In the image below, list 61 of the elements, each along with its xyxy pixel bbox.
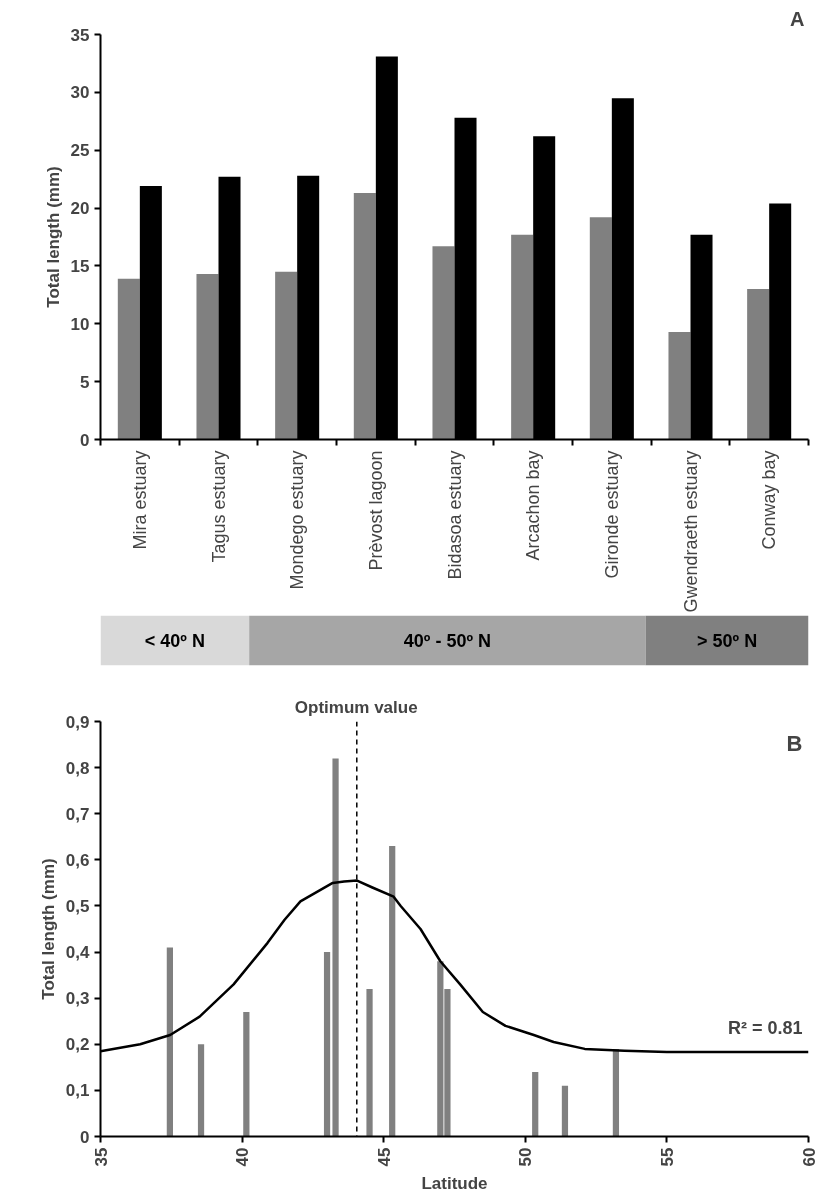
y-tick-label: 0,9 [65, 712, 90, 732]
x-tick-label: 50 [516, 1147, 536, 1167]
x-tick-label: 45 [374, 1147, 394, 1167]
y-tick-label: 0,3 [65, 989, 90, 1009]
y-tick-label: 0,1 [65, 1081, 90, 1101]
y-tick-label: 25 [70, 141, 90, 161]
bar [323, 952, 331, 1137]
series-label: < 40º N [144, 630, 205, 651]
bar [353, 193, 376, 440]
y-axis-title: Total length (mm) [38, 858, 58, 1000]
x-tick-label: 40 [233, 1147, 253, 1167]
bar [532, 1071, 539, 1137]
annotation: R² = 0.81 [727, 1018, 803, 1039]
x-tick-label: Mondego estuary [287, 450, 308, 590]
y-tick-label: 5 [80, 372, 90, 392]
y-tick-label: 0,4 [65, 943, 91, 963]
bar [612, 1048, 620, 1137]
bar [196, 274, 219, 440]
x-tick-label: Mira estuary [129, 450, 150, 550]
y-axis-title: Total length (mm) [43, 166, 63, 308]
x-tick-label: Prèvost lagoon [365, 450, 386, 571]
bar [747, 289, 770, 440]
bar [197, 1044, 205, 1137]
bar [166, 947, 173, 1137]
bar [589, 217, 612, 440]
y-tick-label: 0,6 [65, 850, 90, 870]
y-tick-label: 0 [80, 430, 90, 450]
x-tick-label: Gironde estuary [601, 450, 622, 579]
bar [366, 988, 373, 1137]
y-tick-label: 10 [70, 314, 90, 334]
x-tick-label: 60 [799, 1147, 819, 1167]
x-tick-label: Bidasoa estuary [444, 450, 465, 580]
y-tick-label: 15 [70, 256, 90, 276]
bar [389, 846, 396, 1137]
y-tick-label: 35 [70, 25, 90, 45]
y-tick-label: 30 [70, 83, 90, 103]
bar [243, 1012, 250, 1137]
ref-line-label: Optimum value [294, 697, 418, 717]
y-tick-label: 0,7 [65, 804, 90, 824]
y-tick-label: 20 [70, 199, 90, 219]
y-tick-label: 0 [80, 1127, 90, 1147]
x-tick-label: Arcachon bay [523, 450, 544, 561]
x-tick-label: Gwendraeth estuary [680, 450, 701, 613]
bar [117, 278, 140, 440]
bar [511, 234, 534, 440]
bar [668, 331, 691, 440]
text: A [790, 7, 805, 30]
series-label: > 50º N [697, 630, 758, 651]
x-axis-title: Latitude [421, 1174, 488, 1194]
bar [332, 758, 339, 1137]
annotation: B [786, 730, 803, 756]
x-tick-label: Conway bay [759, 450, 780, 550]
y-tick-label: 0,8 [65, 758, 90, 778]
bar [432, 246, 455, 440]
bar [275, 271, 298, 440]
y-tick-label: 0,5 [65, 896, 90, 916]
x-tick-label: 55 [657, 1147, 677, 1167]
series-label: 40º - 50º N [403, 630, 492, 651]
x-tick-label: Tagus estuary [208, 450, 229, 563]
y-tick-label: 0,2 [65, 1035, 90, 1055]
bar [561, 1085, 569, 1137]
